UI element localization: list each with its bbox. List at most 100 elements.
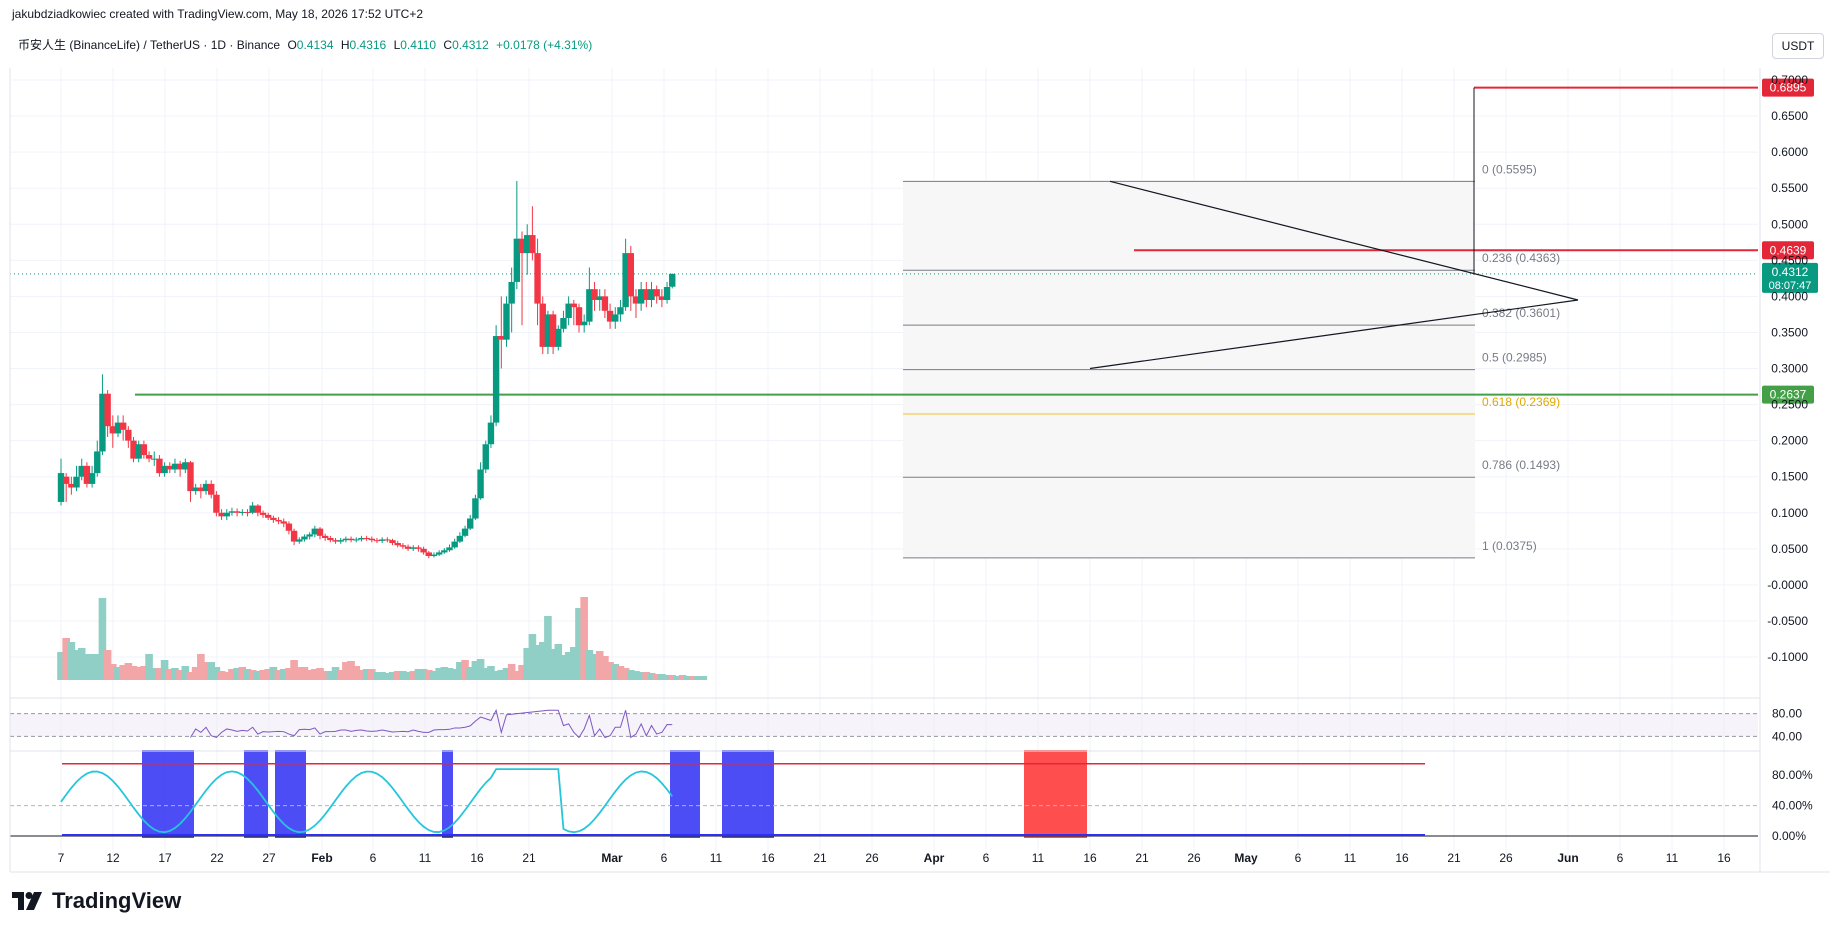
volume-bar	[419, 669, 428, 680]
volume-bar	[368, 669, 376, 680]
price-level-tag	[1762, 78, 1814, 97]
candle-body	[130, 440, 137, 459]
volume-bar	[342, 662, 350, 680]
candle-body	[534, 253, 541, 304]
volume-bar	[357, 670, 366, 680]
triangle-drawing[interactable]	[1089, 87, 1579, 370]
candle-body	[643, 289, 650, 300]
volume-bar	[129, 666, 138, 680]
volume-bar	[336, 670, 345, 680]
fib-level-label: 0.618 (0.2369)	[1482, 395, 1560, 409]
candle-body	[228, 511, 236, 513]
fib-level-label: 0.236 (0.4363)	[1482, 251, 1560, 265]
price-level-tag	[1762, 385, 1814, 404]
candle-body	[425, 552, 432, 557]
candle-body	[622, 253, 629, 308]
candle-body	[617, 307, 624, 315]
candle-body	[477, 469, 484, 499]
candle-body	[145, 455, 153, 459]
volume-bar	[445, 668, 454, 680]
fibonacci-retracement[interactable]: 0 (0.5595) 0.236 (0.4363) 0.382 (0.3601) 0.…	[903, 162, 1560, 559]
candle-body	[591, 289, 598, 300]
candle-body	[384, 539, 391, 541]
candle-body	[275, 519, 282, 522]
symbol-name[interactable]: 币安人生 (BinanceLife) / TetherUS · 1D · Bin…	[18, 38, 281, 52]
time-tick-label: 6	[1617, 851, 1624, 865]
time-tick-label: 6	[661, 851, 668, 865]
volume-bar	[585, 650, 594, 680]
candle-body	[166, 465, 173, 470]
candle-body	[301, 536, 308, 540]
price-tick-label: 0.6500	[1771, 109, 1808, 123]
volume-bar	[393, 671, 402, 680]
candle-body	[461, 528, 469, 536]
volume-bar	[502, 668, 511, 680]
time-tick-label: Apr	[924, 851, 945, 865]
volume-bar	[207, 662, 216, 680]
volume-bar	[264, 669, 272, 680]
volume-bar	[497, 670, 506, 680]
candle-body	[513, 238, 521, 282]
volume-bar	[347, 661, 355, 680]
volume-bar	[461, 660, 469, 680]
candle-body	[161, 465, 168, 474]
candle-body	[151, 458, 158, 460]
volume-bar	[145, 654, 153, 680]
volume-bar	[140, 666, 148, 680]
candle-body	[280, 521, 287, 524]
price-tick-label: 0.0500	[1771, 542, 1808, 556]
time-tick-label: 21	[522, 851, 536, 865]
price-tick-label: 0.1000	[1771, 506, 1808, 520]
candle-body	[197, 487, 205, 492]
candle-body	[435, 552, 443, 555]
candle-body	[171, 463, 179, 470]
price-axis[interactable]: 0.7000 0.6500 0.6000 0.5500 0.5000 0.4500 0.40…	[1767, 73, 1808, 664]
candle-body	[321, 535, 329, 538]
time-tick-label: 6	[1295, 851, 1302, 865]
fib-level-label: 0.5 (0.2985)	[1482, 351, 1547, 365]
candle-body	[430, 554, 438, 557]
price-level-tag-label: 0.6895	[1770, 81, 1807, 95]
candle-body	[544, 314, 552, 347]
candle-body	[410, 547, 417, 549]
volume-bar	[186, 672, 195, 680]
candle-body	[223, 512, 230, 517]
oscillator-tick-label: 80.00%	[1772, 768, 1813, 782]
open-value: 0.4134	[296, 38, 334, 52]
volume-bar	[378, 672, 386, 680]
candle-body	[415, 547, 422, 549]
price-tick-label: 0.6000	[1771, 145, 1808, 159]
time-tick-label: 11	[1032, 851, 1045, 865]
volume-bar	[487, 666, 495, 680]
volume-bar	[513, 671, 521, 680]
volume-bar	[694, 676, 702, 680]
volume-bar	[274, 670, 283, 680]
volume-bar	[601, 656, 609, 680]
time-tick-label: 11	[1344, 851, 1357, 865]
currency-selector[interactable]: USDT	[1772, 33, 1824, 59]
tradingview-logo[interactable]: TradingView	[12, 888, 181, 914]
symbol-legend[interactable]: 币安人生 (BinanceLife) / TetherUS · 1D · Bin…	[18, 36, 592, 53]
volume-bar	[72, 650, 81, 680]
volume-bar	[181, 666, 190, 680]
candle-body	[451, 541, 458, 548]
candle-body	[104, 393, 111, 427]
candle-body	[420, 548, 427, 553]
candle-body	[114, 422, 122, 434]
time-axis[interactable]: 7 12 17 22 27 Feb 6 11 16 21 Mar 6 11 16 21 26 Apr 6 11 16 2…	[58, 851, 1731, 865]
candle-body	[254, 505, 262, 513]
candle-body	[187, 462, 194, 492]
oscillator-blue-band	[670, 750, 700, 838]
rsi-band	[10, 713, 1758, 737]
candle-body	[296, 539, 303, 542]
price-tick-label: 0.7000	[1771, 73, 1808, 87]
volume-bar	[456, 662, 464, 680]
volume-bar	[259, 670, 267, 680]
candle-body	[78, 465, 85, 477]
volume-bar	[689, 676, 697, 680]
oscillator-pane: 80.00% 40.00% 0.00%	[10, 750, 1813, 843]
volume-bar	[492, 671, 500, 680]
oscillator-blue-band	[142, 750, 194, 838]
